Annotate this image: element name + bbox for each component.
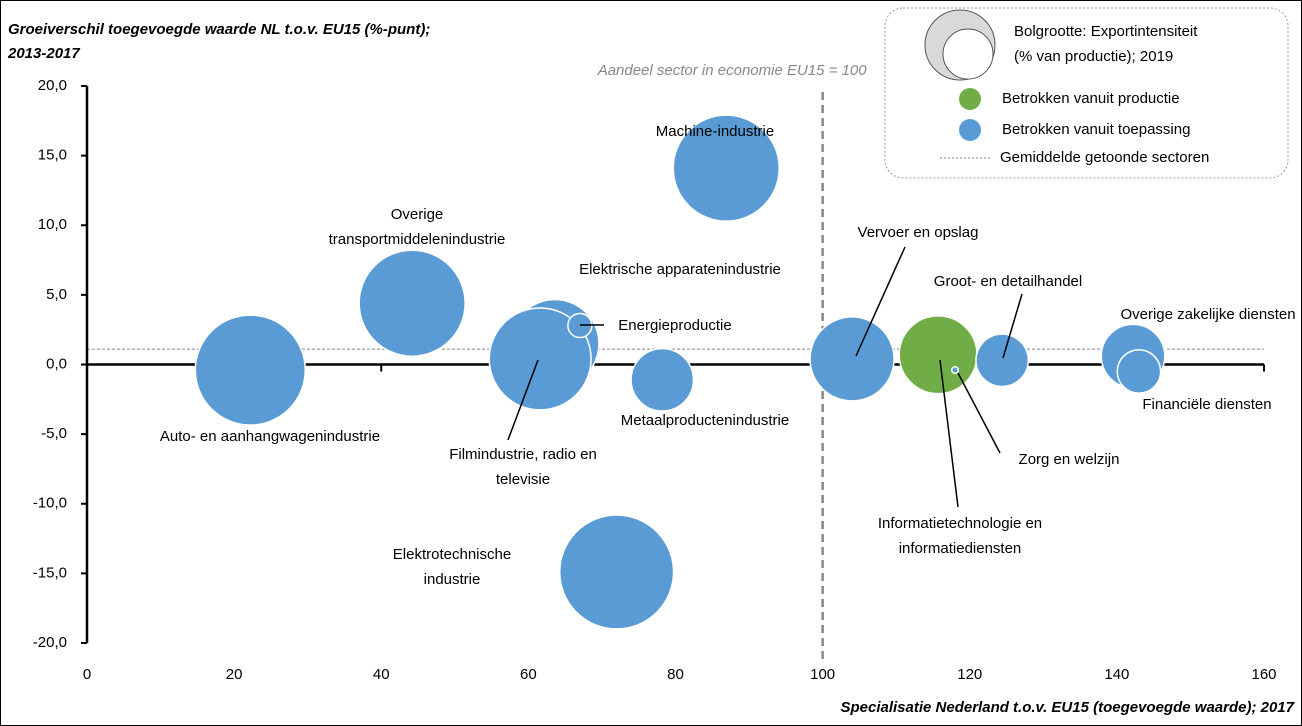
bubble-label: Filmindustrie, radio en <box>449 446 597 463</box>
bubble-label: Vervoer en opslag <box>858 224 979 241</box>
bubble <box>1116 349 1162 394</box>
bubble-label: Zorg en welzijn <box>1019 451 1120 468</box>
legend-box <box>884 7 1289 179</box>
bubble <box>975 333 1030 388</box>
legend-size-icon <box>942 28 994 80</box>
reference-label: Aandeel sector in economie EU15 = 100 <box>597 62 868 79</box>
bubble-label: transportmiddelenindustrie <box>329 231 506 248</box>
bubble <box>558 514 675 630</box>
y-tick-label: 20,0 <box>38 77 67 94</box>
bubble-label: informatiediensten <box>899 540 1022 557</box>
bubble-label: Energieproductie <box>618 317 731 334</box>
x-tick-label: 0 <box>83 666 91 683</box>
bubble-label: Machine-industrie <box>656 123 774 140</box>
bubble-label: Auto- en aanhangwagenindustrie <box>160 428 380 445</box>
legend-label: (% van productie); 2019 <box>1014 48 1173 65</box>
legend-label: Gemiddelde getoonde sectoren <box>1000 149 1209 166</box>
bubble-label: Financiële diensten <box>1142 396 1271 413</box>
x-tick-label: 120 <box>957 666 982 683</box>
leader-line <box>1002 293 1023 359</box>
legend-label: Bolgrootte: Exportintensiteit <box>1014 23 1198 40</box>
bubble <box>488 307 592 411</box>
y-title: 2013-2017 <box>7 45 80 62</box>
x-tick-label: 40 <box>373 666 390 683</box>
y-tick-label: -5,0 <box>41 425 67 442</box>
bubble-label: Elektrotechnische <box>393 546 511 563</box>
bubble <box>672 114 780 222</box>
leader-line <box>855 246 906 357</box>
legend-label: Betrokken vanuit toepassing <box>1002 121 1190 138</box>
bubble-label: Metaalproductenindustrie <box>621 412 789 429</box>
bubble-label: Groot- en detailhandel <box>934 273 1082 290</box>
y-tick-label: -20,0 <box>33 634 67 651</box>
y-tick-label: 5,0 <box>46 286 67 303</box>
y-tick-label: 0,0 <box>46 355 67 372</box>
bubble-label: Informatietechnologie en <box>878 515 1042 532</box>
bubble <box>194 314 307 426</box>
x-title: Specialisatie Nederland t.o.v. EU15 (toe… <box>840 699 1294 716</box>
bubble-label: industrie <box>424 571 481 588</box>
legend-label: Betrokken vanuit productie <box>1002 90 1180 107</box>
bubble-label: Overige zakelijke diensten <box>1120 306 1295 323</box>
x-tick-label: 60 <box>520 666 537 683</box>
bubble-label: Elektrische apparatenindustrie <box>579 261 781 278</box>
y-tick-label: 15,0 <box>38 147 67 164</box>
x-tick-label: 160 <box>1251 666 1276 683</box>
bubble <box>809 316 895 402</box>
legend-marker <box>959 88 981 110</box>
legend-marker <box>959 119 981 141</box>
bubble <box>358 249 466 357</box>
y-tick-label: 10,0 <box>38 216 67 233</box>
bubble-label: televisie <box>496 471 550 488</box>
y-tick-label: -15,0 <box>33 564 67 581</box>
y-tick-label: -10,0 <box>33 495 67 512</box>
x-tick-label: 140 <box>1104 666 1129 683</box>
bubble <box>898 315 978 395</box>
x-tick-label: 100 <box>810 666 835 683</box>
bubble <box>630 347 695 412</box>
bubble-label: Overige <box>391 206 444 223</box>
leader-line <box>957 372 1001 454</box>
leader-line <box>507 359 539 441</box>
leader-line <box>939 359 959 508</box>
y-title: Groeiverschil toegevoegde waarde NL t.o.… <box>8 21 430 38</box>
x-tick-label: 80 <box>667 666 684 683</box>
x-tick-label: 20 <box>226 666 243 683</box>
bubble <box>951 366 960 375</box>
